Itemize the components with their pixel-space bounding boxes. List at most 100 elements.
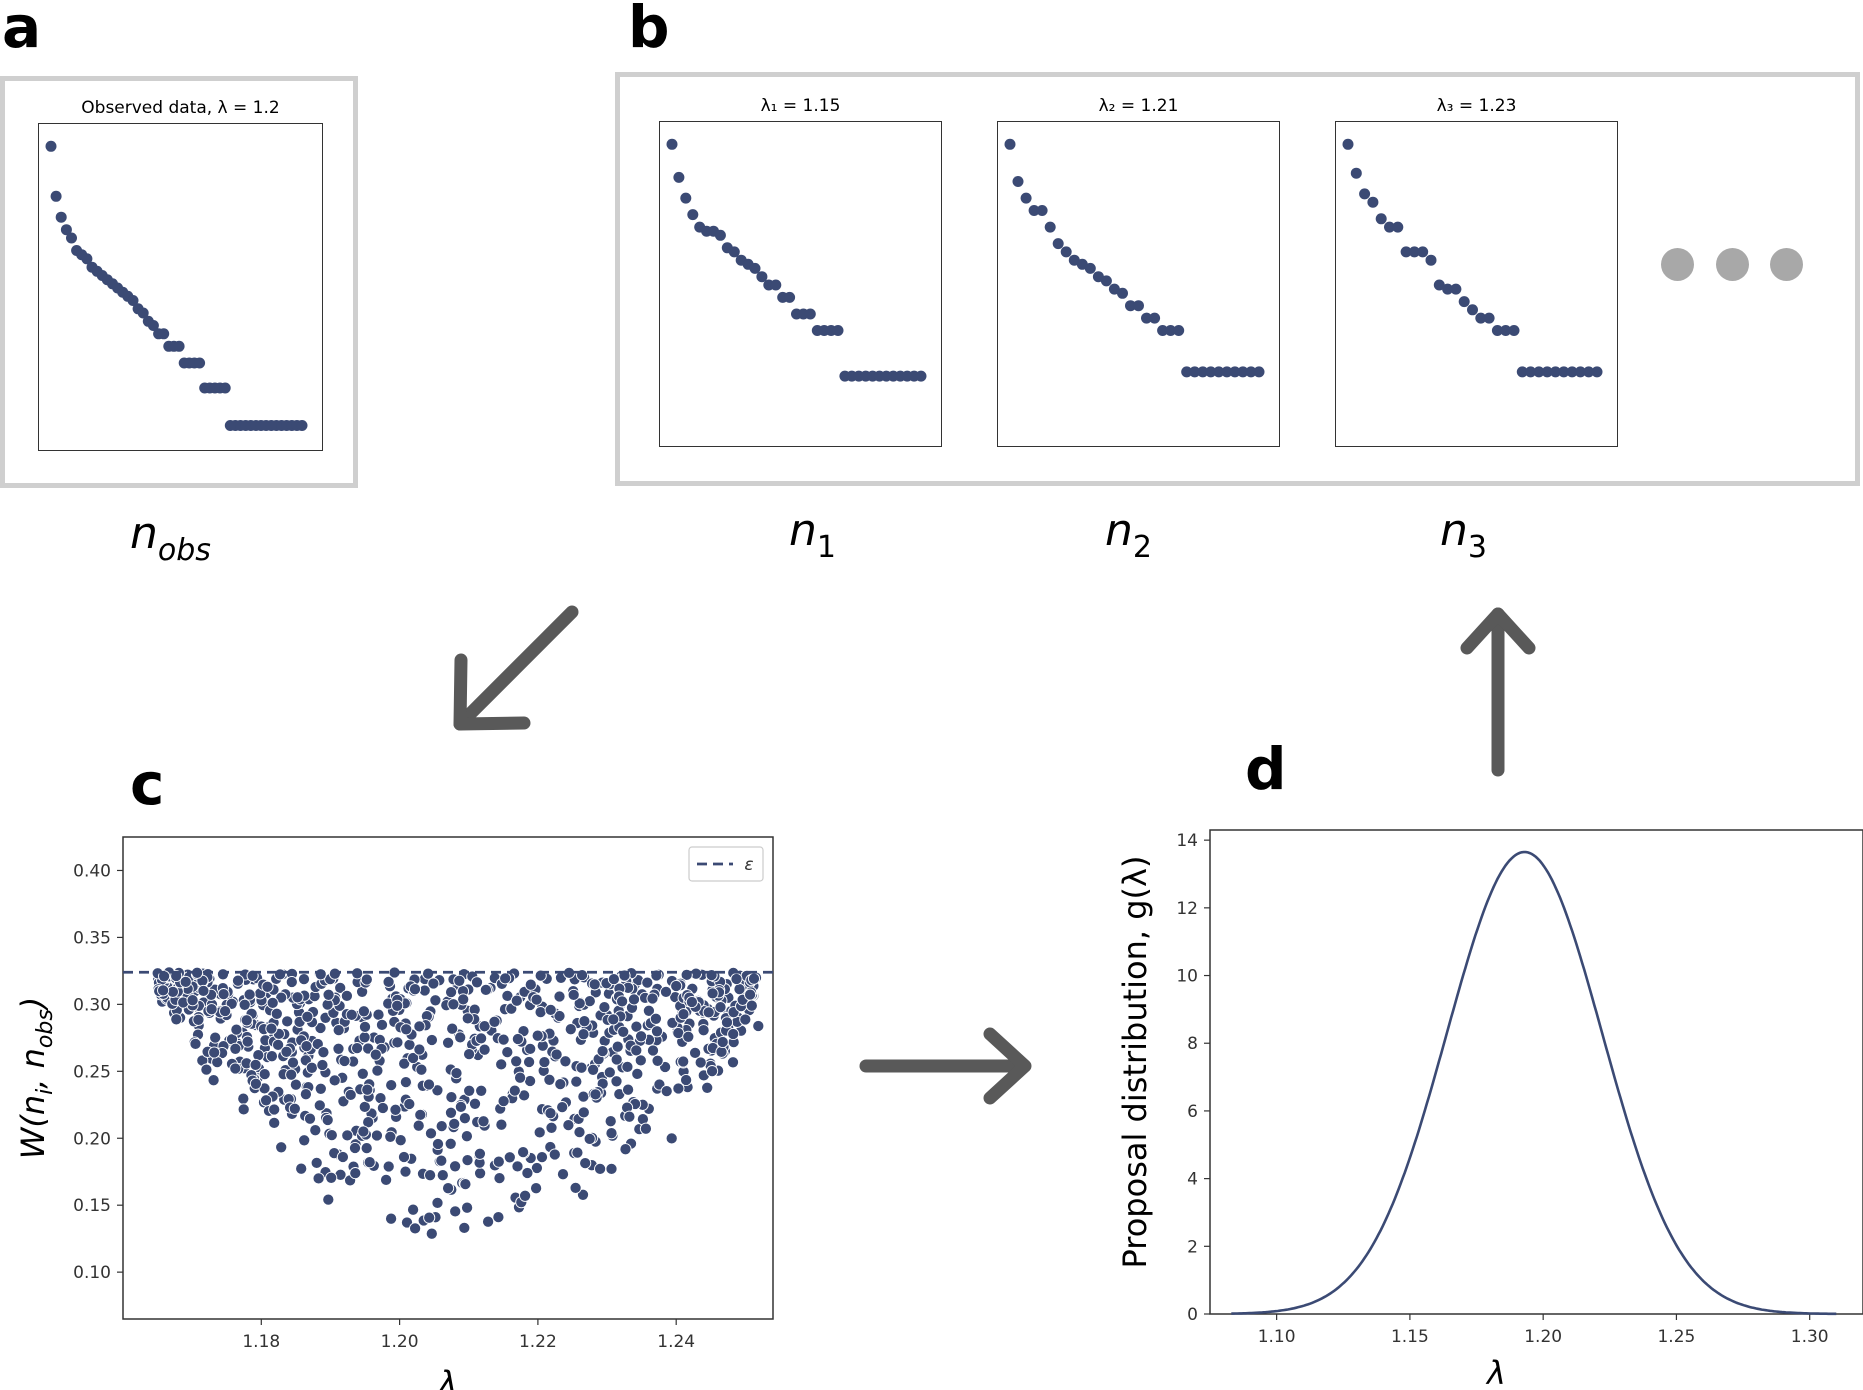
c-point xyxy=(249,1077,262,1090)
c-point xyxy=(631,1067,644,1080)
c-point xyxy=(336,1150,349,1164)
panel-b1-plot xyxy=(659,121,942,447)
panel-a-svg xyxy=(45,140,308,431)
c-point xyxy=(382,1160,395,1173)
c-point xyxy=(604,1115,617,1128)
c-point xyxy=(475,1032,488,1045)
n1-label: n1 xyxy=(789,505,836,565)
point-b1-2 xyxy=(680,192,692,204)
d-ytick-label: 0 xyxy=(1187,1305,1198,1325)
c-point xyxy=(157,984,170,997)
c-point xyxy=(720,1016,734,1029)
c-point xyxy=(291,991,304,1004)
c-point xyxy=(706,1065,719,1078)
c-point xyxy=(332,1024,345,1037)
c-point xyxy=(635,1030,648,1043)
c-point xyxy=(322,988,335,1001)
c-point xyxy=(594,1162,607,1175)
c-point xyxy=(459,1178,472,1191)
point-b2-13 xyxy=(1108,283,1120,295)
c-point xyxy=(325,1129,338,1142)
point-b2-31 xyxy=(1253,366,1265,378)
c-point xyxy=(650,1025,664,1038)
point-b3-19 xyxy=(1500,325,1512,336)
c-point xyxy=(651,1054,664,1067)
c-ytick-label: 0.10 xyxy=(73,1263,111,1283)
c-xtick-label: 1.22 xyxy=(519,1332,557,1352)
c-point xyxy=(237,1103,250,1116)
point-a-18 xyxy=(137,307,149,319)
d-xtick-label: 1.15 xyxy=(1391,1327,1429,1347)
c-point xyxy=(317,1046,330,1059)
c-point xyxy=(360,1142,373,1155)
point-b2-24 xyxy=(1197,366,1209,378)
c-point xyxy=(745,999,758,1012)
c-point xyxy=(622,1083,635,1096)
c-point xyxy=(207,1074,220,1087)
c-point xyxy=(435,1120,448,1133)
point-b2-25 xyxy=(1205,366,1217,378)
c-point xyxy=(461,1201,474,1214)
c-point xyxy=(288,1102,301,1115)
c-point xyxy=(497,1095,510,1108)
c-point xyxy=(375,1018,389,1031)
c-ylabel-part: obs xyxy=(33,1009,58,1048)
c-point xyxy=(659,985,673,998)
point-b2-29 xyxy=(1237,366,1249,378)
c-point xyxy=(423,1211,436,1224)
point-b1-9 xyxy=(728,246,740,258)
c-point xyxy=(230,1023,243,1036)
point-a-7 xyxy=(81,253,93,265)
c-point xyxy=(340,989,353,1002)
n-obs-sub: obs xyxy=(157,533,211,568)
point-a-20 xyxy=(147,320,159,331)
c-point xyxy=(706,987,719,1000)
c-point xyxy=(345,1008,358,1021)
c-point xyxy=(338,1054,351,1068)
point-b2-2 xyxy=(1020,192,1032,204)
c-point xyxy=(577,1028,590,1041)
d-xtick-label: 1.20 xyxy=(1524,1327,1562,1347)
point-a-0 xyxy=(45,140,57,152)
c-point xyxy=(200,1063,213,1076)
c-point xyxy=(511,1032,524,1046)
c-point xyxy=(399,1165,412,1178)
c-point xyxy=(314,1082,327,1095)
c-point xyxy=(501,1046,514,1059)
c-point xyxy=(275,1141,288,1154)
c-point xyxy=(503,1151,516,1164)
c-xtick-label: 1.24 xyxy=(657,1332,695,1352)
c-point xyxy=(241,1035,254,1048)
point-b3-7 xyxy=(1400,246,1412,258)
point-b3-20 xyxy=(1508,325,1520,336)
c-point xyxy=(510,994,523,1007)
c-point xyxy=(575,1061,588,1074)
n1-sub: 1 xyxy=(816,530,836,565)
c-point xyxy=(564,1023,577,1036)
c-point xyxy=(280,1045,293,1058)
c-point xyxy=(407,1051,420,1065)
c-point xyxy=(435,1154,448,1167)
c-point xyxy=(517,1146,530,1159)
d-ylabel: Proposal distribution, g(λ) xyxy=(1116,856,1154,1269)
c-point xyxy=(544,1003,557,1016)
c-point xyxy=(442,1182,455,1195)
point-a-4 xyxy=(66,232,77,244)
point-a-49 xyxy=(296,420,308,431)
c-point xyxy=(272,1038,285,1051)
d-ytick-label: 6 xyxy=(1187,1102,1198,1122)
point-b1-1 xyxy=(673,171,685,183)
c-point xyxy=(391,999,404,1012)
c-point xyxy=(493,1172,506,1185)
c-point xyxy=(268,1103,281,1116)
ellipsis-dot-1 xyxy=(1661,248,1694,281)
c-point xyxy=(415,1063,428,1076)
c-point xyxy=(583,1132,596,1145)
c-point xyxy=(576,1188,590,1201)
c-point xyxy=(448,1117,461,1130)
c-point xyxy=(538,1056,551,1069)
c-point xyxy=(356,1067,369,1080)
c-point xyxy=(450,1067,463,1080)
